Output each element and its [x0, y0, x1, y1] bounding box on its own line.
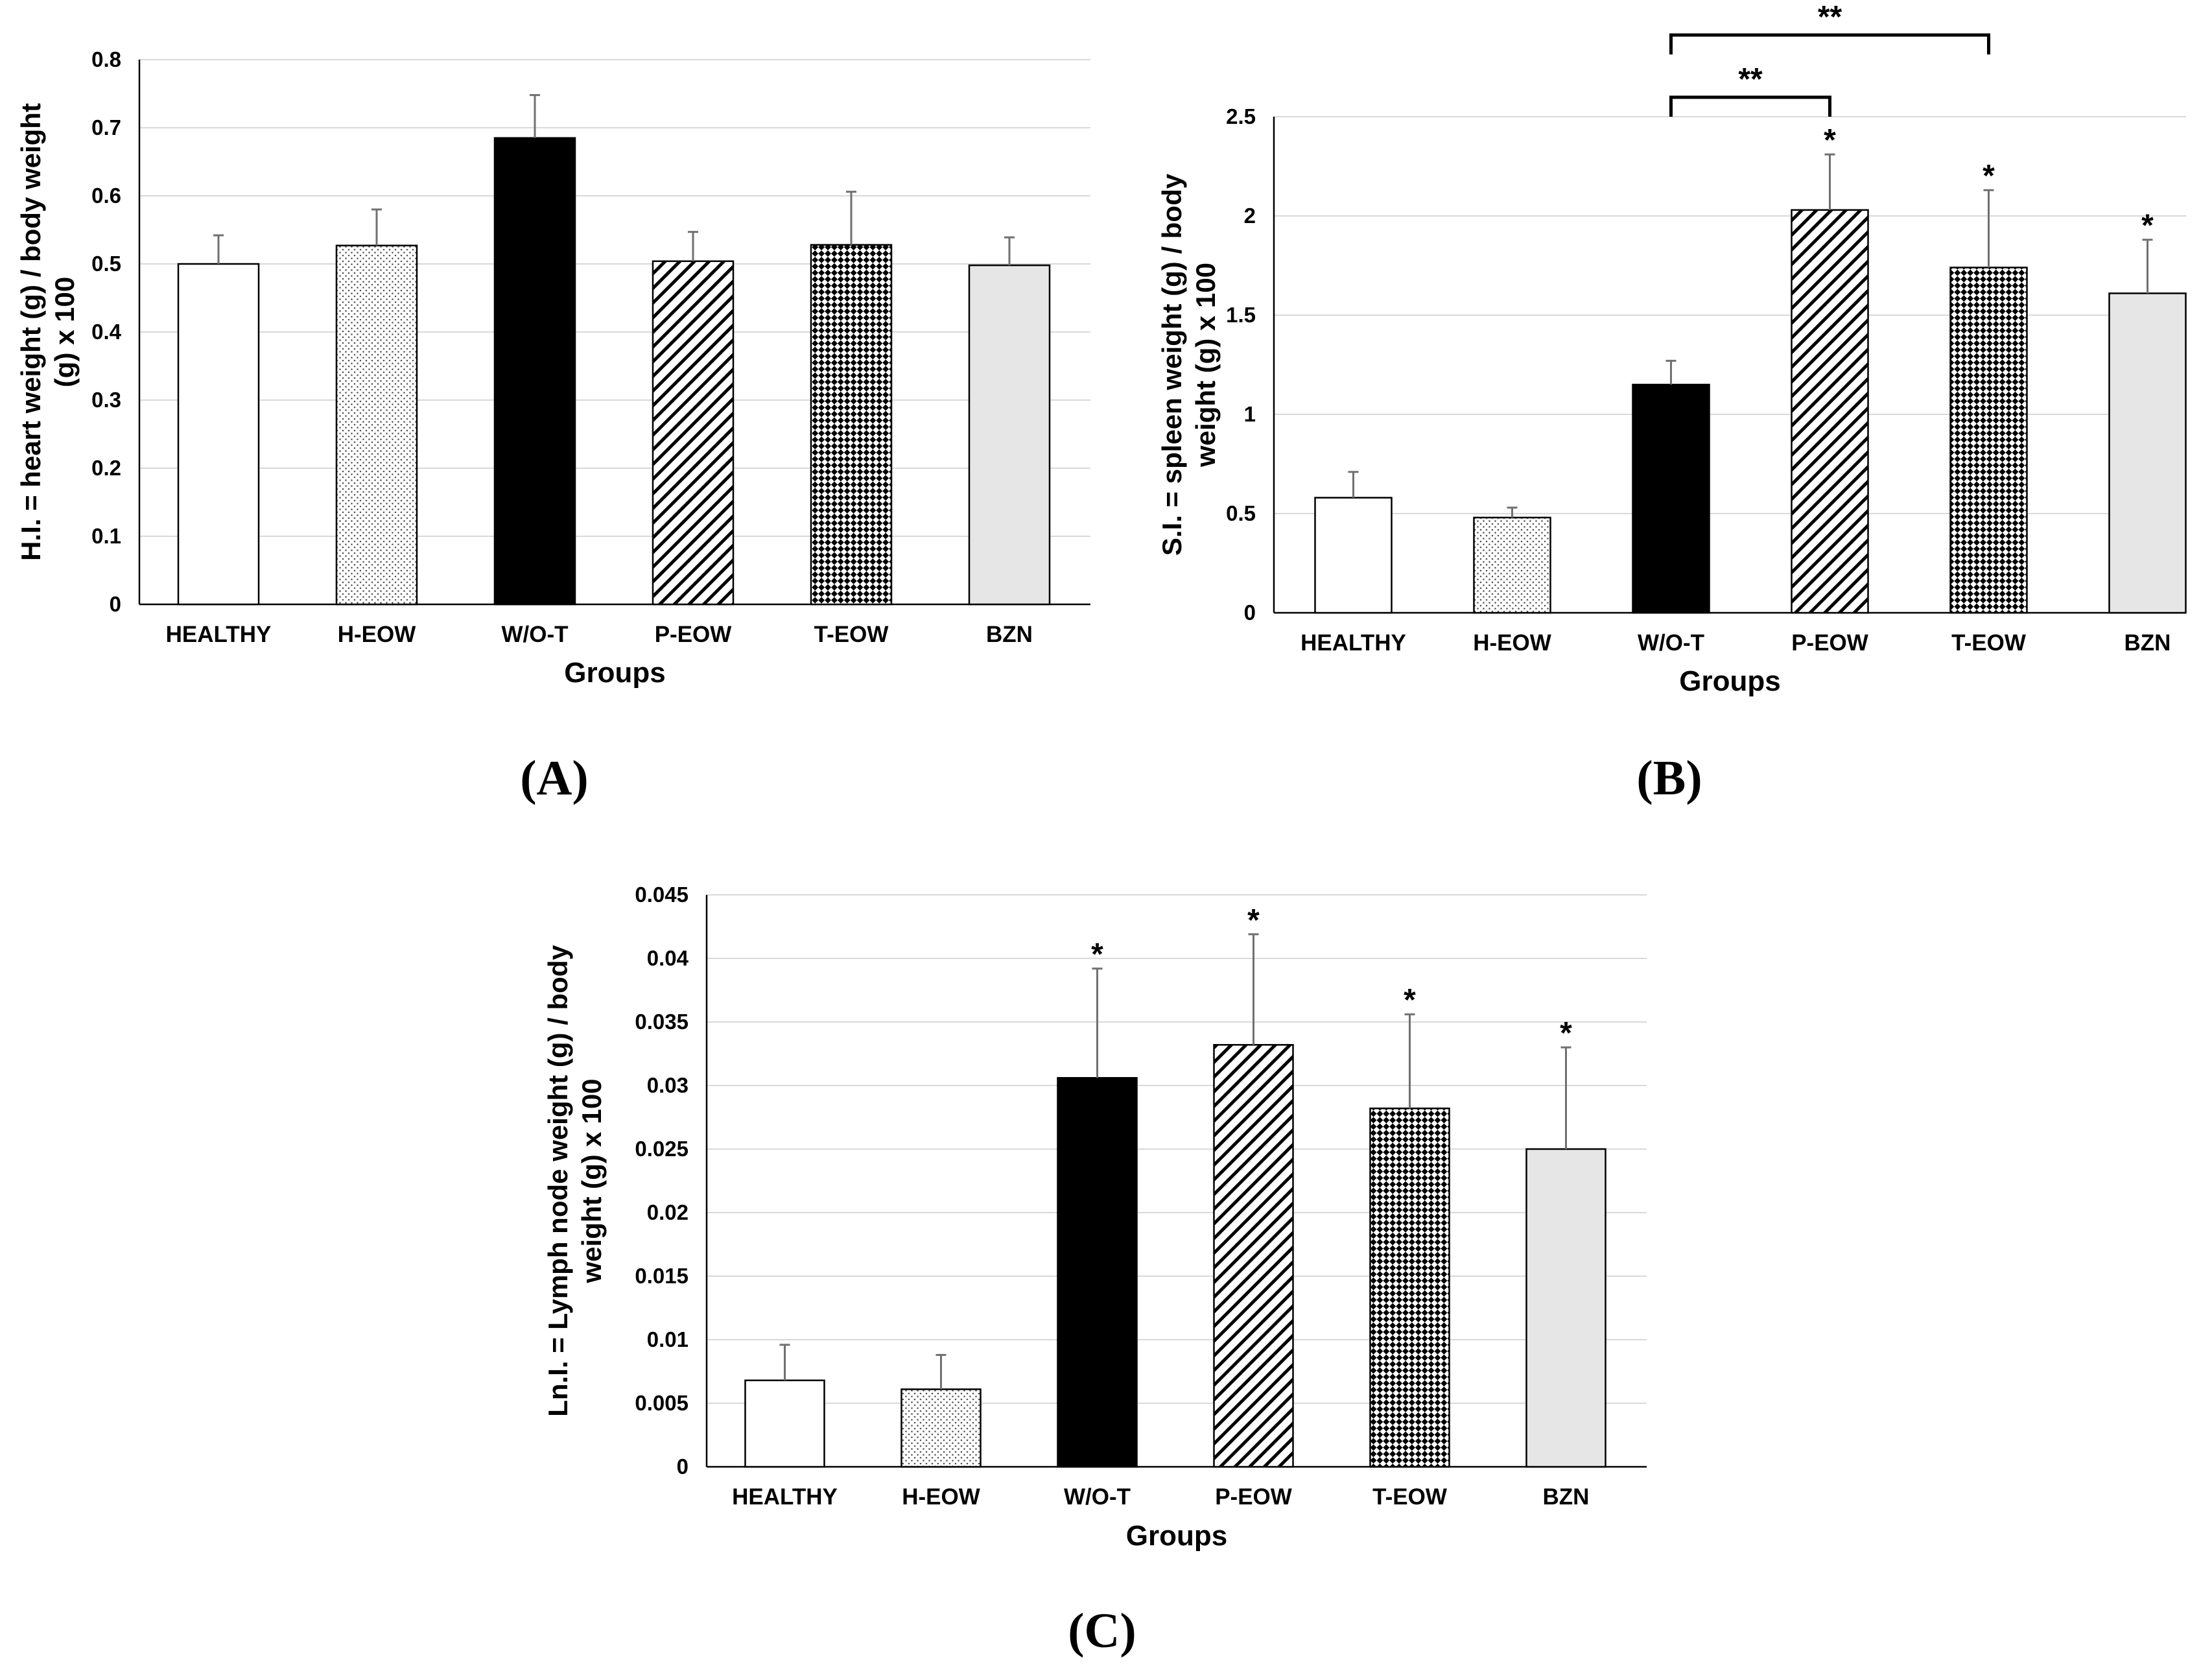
- chart-B-ytick-label: 0: [1244, 600, 1256, 624]
- chart-B-panel-label: (B): [1636, 751, 1702, 805]
- chart-C-ytick-label: 0: [677, 1454, 688, 1478]
- chart-lymph-node-index: (C) 0 0.005 0.01 0.015 0.02 0.025 0.03 0.035 0.0…: [543, 883, 1647, 1658]
- chart-C-ytick-label: 0.01: [647, 1327, 688, 1351]
- chart-B-ytick-label: 0.5: [1226, 501, 1256, 525]
- chart-B-bar-t-eow: [1949, 267, 2028, 614]
- chart-A-bar-t-eow: [810, 244, 893, 606]
- chart-A-bar-w-o-t: [493, 137, 576, 606]
- chart-A-y-axis-title-line: H.I. = heart weight (g) / body weight: [16, 103, 46, 561]
- chart-A-category-label: HEALTHY: [166, 622, 272, 647]
- chart-B-bar-healthy: [1314, 497, 1393, 614]
- chart-A-ytick-label: 0.6: [91, 184, 121, 208]
- chart-B-y-axis-title-line: S.I. = spleen weight (g) / body: [1157, 173, 1187, 556]
- chart-B-comparison-label: **: [1738, 62, 1763, 97]
- chart-C-significance-marker: *: [1560, 1016, 1572, 1050]
- chart-C-category-label: T-EOW: [1372, 1484, 1447, 1510]
- chart-B-comparison-label: **: [1818, 0, 1842, 34]
- chart-B-category-label: P-EOW: [1791, 630, 1868, 656]
- chart-C-ytick-label: 0.025: [635, 1137, 688, 1161]
- chart-B-category-label: BZN: [2124, 630, 2171, 656]
- chart-B-bar-bzn: [2108, 292, 2187, 614]
- chart-B-category-label: T-EOW: [1951, 630, 2026, 656]
- chart-B-bar-p-eow: [1791, 209, 1869, 614]
- chart-C-panel-label: (C): [1068, 1604, 1136, 1658]
- chart-A-bar-p-eow: [652, 260, 735, 606]
- chart-C-category-label: H-EOW: [902, 1484, 980, 1510]
- chart-B-significance-marker: *: [1824, 123, 1836, 158]
- chart-A-ytick-label: 0.2: [91, 456, 121, 480]
- chart-A-category-label: P-EOW: [655, 622, 732, 647]
- chart-B-ytick-label: 2.5: [1226, 104, 1256, 128]
- chart-C-ytick-label: 0.035: [635, 1010, 688, 1034]
- chart-A-y-axis-title-line: (g) x 100: [49, 277, 80, 387]
- chart-A-category-label: W/O-T: [501, 622, 568, 647]
- chart-B-comparison-bracket: [1669, 95, 1831, 117]
- chart-A-bar-bzn: [968, 264, 1051, 606]
- chart-B-category-label: W/O-T: [1638, 630, 1704, 656]
- chart-A-ytick-label: 0.1: [91, 524, 121, 548]
- chart-B-ytick-label: 1: [1244, 402, 1256, 426]
- chart-C-bar-bzn: [1525, 1148, 1606, 1468]
- chart-A-panel-label: (A): [520, 751, 589, 805]
- chart-heart-index: (A) 0 0.1 0.2 0.3 0.4 0.5 0.6 0.7 0.8 HEALTHY H-EO…: [16, 47, 1090, 805]
- chart-A-bar-h-eow: [335, 244, 418, 606]
- chart-A-ytick-label: 0: [110, 592, 121, 616]
- chart-C-ytick-label: 0.045: [635, 883, 688, 907]
- chart-B-category-label: HEALTHY: [1300, 630, 1406, 656]
- chart-B-significance-marker: *: [1983, 159, 1995, 193]
- chart-C-bar-w-o-t: [1057, 1076, 1138, 1468]
- chart-C-bar-h-eow: [900, 1388, 982, 1468]
- chart-A-category-label: H-EOW: [338, 622, 416, 647]
- chart-B-category-label: H-EOW: [1473, 630, 1551, 656]
- chart-A-bar-healthy: [177, 263, 260, 606]
- chart-C-significance-marker: *: [1404, 983, 1416, 1017]
- chart-A-category-label: T-EOW: [814, 622, 889, 647]
- chart-C-bar-p-eow: [1213, 1044, 1294, 1468]
- chart-C-category-label: P-EOW: [1215, 1484, 1292, 1510]
- chart-C-category-label: BZN: [1543, 1484, 1590, 1510]
- chart-B-bar-w-o-t: [1632, 383, 1710, 614]
- chart-C-category-label: HEALTHY: [732, 1484, 838, 1510]
- chart-C-ytick-label: 0.005: [635, 1391, 688, 1415]
- chart-C-category-label: W/O-T: [1064, 1484, 1131, 1510]
- chart-A-ytick-label: 0.3: [91, 388, 121, 412]
- chart-B-bar-h-eow: [1473, 516, 1551, 614]
- chart-B-ytick-label: 1.5: [1226, 303, 1256, 327]
- chart-C-bar-t-eow: [1369, 1108, 1450, 1468]
- chart-C-bar-healthy: [744, 1379, 825, 1468]
- chart-A-x-axis-title: Groups: [564, 657, 665, 689]
- chart-B-significance-marker: *: [2141, 209, 2154, 243]
- chart-C-significance-marker: *: [1091, 938, 1103, 972]
- chart-A-ytick-label: 0.4: [91, 320, 122, 344]
- chart-C-y-axis-title-line: Ln.I. = Lymph node weight (g) / body: [543, 945, 573, 1417]
- chart-C-ytick-label: 0.03: [647, 1073, 688, 1097]
- chart-A-category-label: BZN: [986, 622, 1033, 647]
- chart-C-ytick-label: 0.015: [635, 1264, 688, 1288]
- chart-B-x-axis-title: Groups: [1679, 665, 1780, 697]
- chart-C-y-axis-title-line: weight (g) x 100: [576, 1078, 607, 1283]
- chart-C-x-axis-title: Groups: [1126, 1520, 1227, 1552]
- chart-spleen-index: (B) 0 0.5 1 1.5 2 2.5 HEALTHY H-EOW W/O-T P-EOW * T…: [1157, 0, 2187, 805]
- chart-B-ytick-label: 2: [1244, 204, 1256, 228]
- chart-C-significance-marker: *: [1247, 903, 1260, 938]
- chart-C-ytick-label: 0.02: [647, 1200, 688, 1224]
- chart-A-ytick-label: 0.8: [91, 47, 121, 71]
- chart-A-ytick-label: 0.7: [91, 115, 121, 139]
- chart-B-comparison-bracket: [1669, 33, 1990, 54]
- chart-A-ytick-label: 0.5: [91, 252, 121, 276]
- chart-C-ytick-label: 0.04: [647, 946, 689, 970]
- chart-B-y-axis-title-line: weight (g) x 100: [1190, 263, 1221, 468]
